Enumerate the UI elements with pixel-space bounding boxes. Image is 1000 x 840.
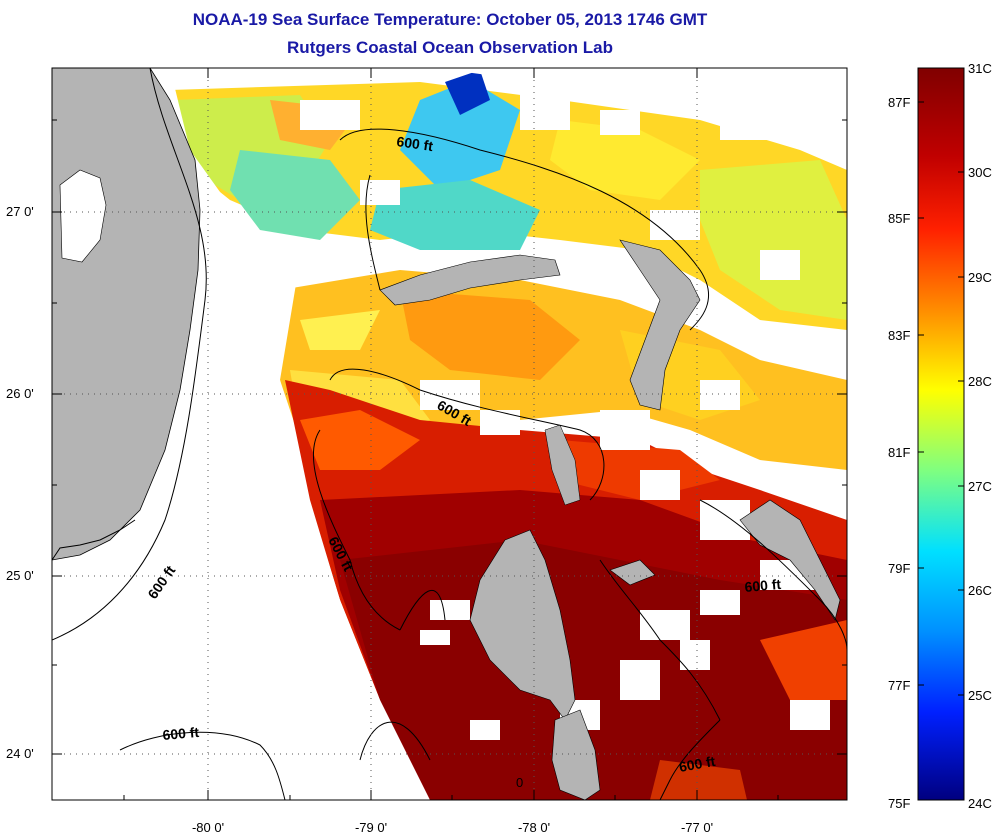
colorbar-fahrenheit-label: 81F: [888, 445, 910, 460]
colorbar-celsius-label: 25C: [968, 688, 992, 703]
colorbar-fahrenheit-label: 77F: [888, 678, 910, 693]
map-subtitle: Rutgers Coastal Ocean Observation Lab: [287, 38, 613, 57]
andros-south: [551, 709, 601, 800]
colorbar-celsius-label: 24C: [968, 796, 992, 811]
graticule: [52, 68, 847, 800]
lon-label: -79 0': [355, 820, 387, 835]
eleuthera-island: [739, 499, 841, 621]
map-frame: [51, 67, 848, 801]
colorbar-celsius-label: 28C: [968, 374, 992, 389]
colorbar: 31C 30C 29C 28C 27C 26C 25C 24C 87F 85F …: [888, 61, 992, 811]
new-providence: [609, 559, 656, 586]
contour-label: 600 ft: [396, 133, 435, 154]
lat-label: 26 0': [6, 386, 34, 401]
colorbar-celsius-label: 31C: [968, 61, 992, 76]
contour-label: 600 ft: [678, 753, 717, 775]
colorbar-gradient: [917, 67, 965, 801]
contour-label: 600 ft: [744, 576, 782, 595]
contour-label-zero: 0: [516, 775, 523, 790]
lon-label: -77 0': [681, 820, 713, 835]
lon-label: -80 0': [192, 820, 224, 835]
colorbar-celsius-label: 30C: [968, 165, 992, 180]
colorbar-fahrenheit-label: 87F: [888, 95, 910, 110]
colorbar-celsius-label: 26C: [968, 583, 992, 598]
colorbar-fahrenheit-label: 83F: [888, 328, 910, 343]
lat-label: 25 0': [6, 568, 34, 583]
contour-label: 600 ft: [162, 724, 200, 743]
colorbar-celsius-label: 27C: [968, 479, 992, 494]
colorbar-fahrenheit-label: 75F: [888, 796, 910, 811]
sst-north-field: [170, 70, 847, 330]
lake-okeechobee: [59, 169, 107, 263]
cloud-patches: [300, 90, 830, 740]
colorbar-fahrenheit-label: 85F: [888, 211, 910, 226]
lat-label: 24 0': [6, 746, 34, 761]
lat-label: 27 0': [6, 204, 34, 219]
florida-keys: [52, 519, 136, 561]
abaco-island: [619, 239, 701, 411]
lon-label: -78 0': [518, 820, 550, 835]
map-title: NOAA-19 Sea Surface Temperature: October…: [192, 10, 708, 29]
colorbar-celsius-label: 29C: [968, 270, 992, 285]
grand-bahama: [379, 254, 561, 306]
colorbar-fahrenheit-label: 79F: [888, 561, 910, 576]
frame-ticks: [52, 68, 847, 800]
map-content: 600 ft 600 ft 600 ft 600 ft 600 ft 600 f…: [52, 68, 847, 800]
depth-contours: [52, 68, 847, 800]
